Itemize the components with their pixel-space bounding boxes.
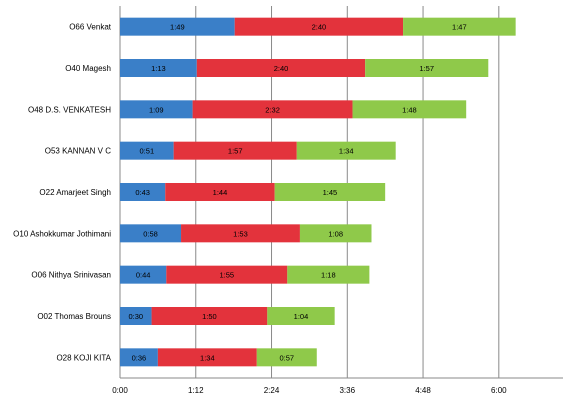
data-label: 1:48 — [402, 105, 417, 114]
bar-segment — [365, 59, 489, 77]
bar-segment — [120, 348, 158, 367]
bar-segment — [120, 100, 193, 119]
data-label: 1:45 — [323, 188, 338, 197]
bar-segment — [181, 224, 300, 243]
data-label: 1:13 — [151, 64, 166, 73]
bar-segment — [256, 348, 317, 367]
x-tick-labels: 0:00 1:12 2:24 3:36 4:48 6:00 — [112, 386, 507, 395]
bar-segment — [151, 307, 268, 325]
data-label: 1:55 — [219, 271, 234, 280]
bar-segment — [192, 100, 353, 119]
bar-segment — [120, 183, 166, 201]
x-tick-label: 2:24 — [264, 386, 280, 395]
x-tick-label: 4:48 — [415, 386, 431, 395]
data-label: 1:44 — [213, 188, 228, 197]
category-label: O22 Amarjeet Singh — [39, 188, 111, 197]
data-label: 1:08 — [328, 229, 343, 238]
category-label: O40 Magesh — [65, 64, 111, 73]
data-label: 0:43 — [135, 188, 150, 197]
data-label: 1:04 — [294, 312, 309, 321]
category-label: O53 KANNAN V C — [45, 147, 111, 156]
bar-segment — [274, 183, 386, 201]
data-label: 2:40 — [312, 23, 327, 32]
data-label: 2:40 — [274, 64, 289, 73]
category-label: O10 Ashokkumar Jothimani — [13, 229, 111, 238]
bar-segment — [173, 141, 297, 160]
bar-segment — [120, 224, 182, 243]
data-label: 1:57 — [228, 147, 243, 156]
data-label: 1:47 — [452, 23, 467, 32]
bar-segment — [120, 17, 235, 36]
data-label: 2:32 — [265, 105, 280, 114]
data-label: 1:53 — [233, 229, 248, 238]
data-label: 1:34 — [339, 147, 354, 156]
category-labels: O66 Venkat O40 Magesh O48 D.S. VENKATESH O5… — [13, 23, 112, 363]
data-label: 1:09 — [149, 105, 164, 114]
category-label: O48 D.S. VENKATESH — [28, 105, 111, 114]
data-label: 1:50 — [202, 312, 217, 321]
bar-segment — [299, 224, 372, 243]
data-label: 1:34 — [200, 353, 215, 362]
category-label: O06 Nithya Srinivasan — [31, 271, 111, 280]
data-label: 1:49 — [170, 23, 185, 32]
x-tick-label: 0:00 — [112, 386, 128, 395]
data-label: 0:58 — [143, 229, 158, 238]
bar-segment — [120, 141, 174, 160]
bar-segment — [120, 59, 197, 77]
x-tick-label: 6:00 — [491, 386, 507, 395]
data-label: 1:18 — [321, 271, 336, 280]
bar-segment — [166, 265, 288, 284]
category-label: O02 Thomas Brouns — [37, 312, 111, 321]
x-tick-label: 1:12 — [188, 386, 204, 395]
data-label: 0:30 — [128, 312, 143, 321]
category-label: O28 KOJI KITA — [56, 353, 111, 362]
bar-segment — [157, 348, 257, 367]
data-label: 0:57 — [279, 353, 294, 362]
data-label: 0:51 — [140, 147, 155, 156]
bar-segment — [296, 141, 396, 160]
category-label: O66 Venkat — [69, 23, 112, 32]
data-label: 1:57 — [419, 64, 434, 73]
data-label: 0:44 — [136, 271, 151, 280]
x-tick-label: 3:36 — [339, 386, 355, 395]
bar-segment — [120, 307, 152, 325]
bar-segment — [120, 265, 167, 284]
bar-segment — [234, 17, 404, 36]
bar-segment — [287, 265, 370, 284]
bar-segment — [267, 307, 335, 325]
bar-segment — [196, 59, 366, 77]
bar-group: 1:49 2:40 1:47 1:13 2:40 1:57 1:09 2:32 1:48 0:51… — [120, 17, 516, 367]
bar-segment — [165, 183, 275, 201]
data-label: 0:36 — [132, 353, 147, 362]
bar-segment — [352, 100, 467, 119]
bar-segment — [403, 17, 516, 36]
